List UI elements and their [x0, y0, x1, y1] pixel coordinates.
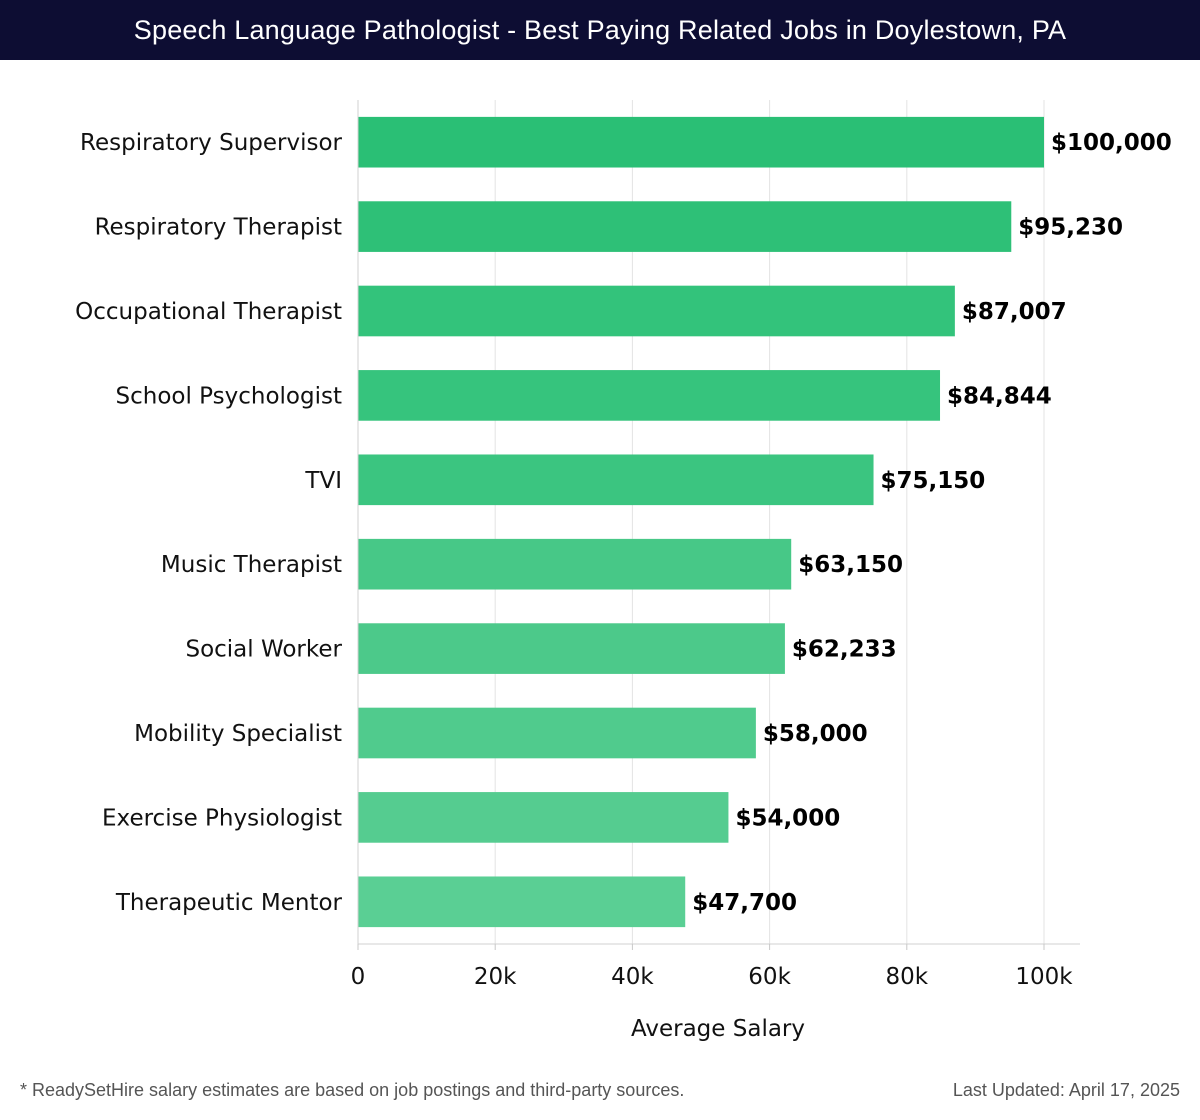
category-label: School Psychologist	[116, 383, 342, 409]
x-tick-label: 80k	[886, 964, 929, 990]
bar	[358, 285, 955, 337]
category-labels: Respiratory Supervisor Respiratory Therap…	[75, 130, 342, 916]
bar	[358, 707, 756, 759]
value-label: $87,007	[962, 299, 1067, 325]
value-label: $63,150	[798, 552, 903, 578]
bar	[358, 623, 785, 674]
value-label: $100,000	[1051, 130, 1172, 156]
x-tick-label: 60k	[748, 964, 791, 990]
category-label: Exercise Physiologist	[102, 805, 342, 831]
value-labels: $100,000 $95,230 $87,007 $84,844 $75,150 $63,…	[692, 130, 1172, 916]
bar-chart: Respiratory Supervisor Respiratory Therap…	[75, 100, 1172, 1042]
bars	[358, 116, 1044, 928]
bar	[358, 792, 729, 843]
category-label: Occupational Therapist	[75, 299, 342, 325]
last-updated: Last Updated: April 17, 2025	[952, 1080, 1180, 1100]
category-label: TVI	[304, 468, 342, 494]
bar	[358, 201, 1012, 252]
value-label: $47,700	[692, 890, 797, 916]
value-label: $84,844	[947, 383, 1052, 409]
x-tick-label: 100k	[1015, 964, 1073, 990]
footer-note: * ReadySetHire salary estimates are base…	[20, 1080, 685, 1100]
x-axis-label: Average Salary	[631, 1016, 805, 1042]
value-label: $58,000	[763, 721, 868, 747]
bar	[358, 454, 874, 506]
bar	[358, 370, 941, 421]
value-label: $75,150	[881, 468, 986, 494]
category-label: Therapeutic Mentor	[115, 890, 343, 916]
value-label: $62,233	[792, 637, 897, 663]
x-tick-label: 0	[351, 964, 366, 990]
bar	[358, 116, 1044, 168]
bar	[358, 538, 792, 590]
x-axis: 0 20k 40k 60k 80k 100k	[351, 100, 1080, 990]
chart-header: Speech Language Pathologist - Best Payin…	[0, 0, 1200, 60]
category-label: Social Worker	[185, 637, 342, 663]
category-label: Respiratory Supervisor	[80, 130, 343, 156]
x-tick-label: 40k	[611, 964, 654, 990]
x-tick-label: 20k	[474, 964, 517, 990]
value-label: $95,230	[1018, 215, 1123, 241]
category-label: Music Therapist	[161, 552, 342, 578]
category-label: Mobility Specialist	[134, 721, 342, 747]
category-label: Respiratory Therapist	[95, 215, 342, 241]
bar	[358, 876, 686, 928]
chart-title: Speech Language Pathologist - Best Payin…	[133, 14, 1067, 45]
value-label: $54,000	[735, 805, 840, 831]
